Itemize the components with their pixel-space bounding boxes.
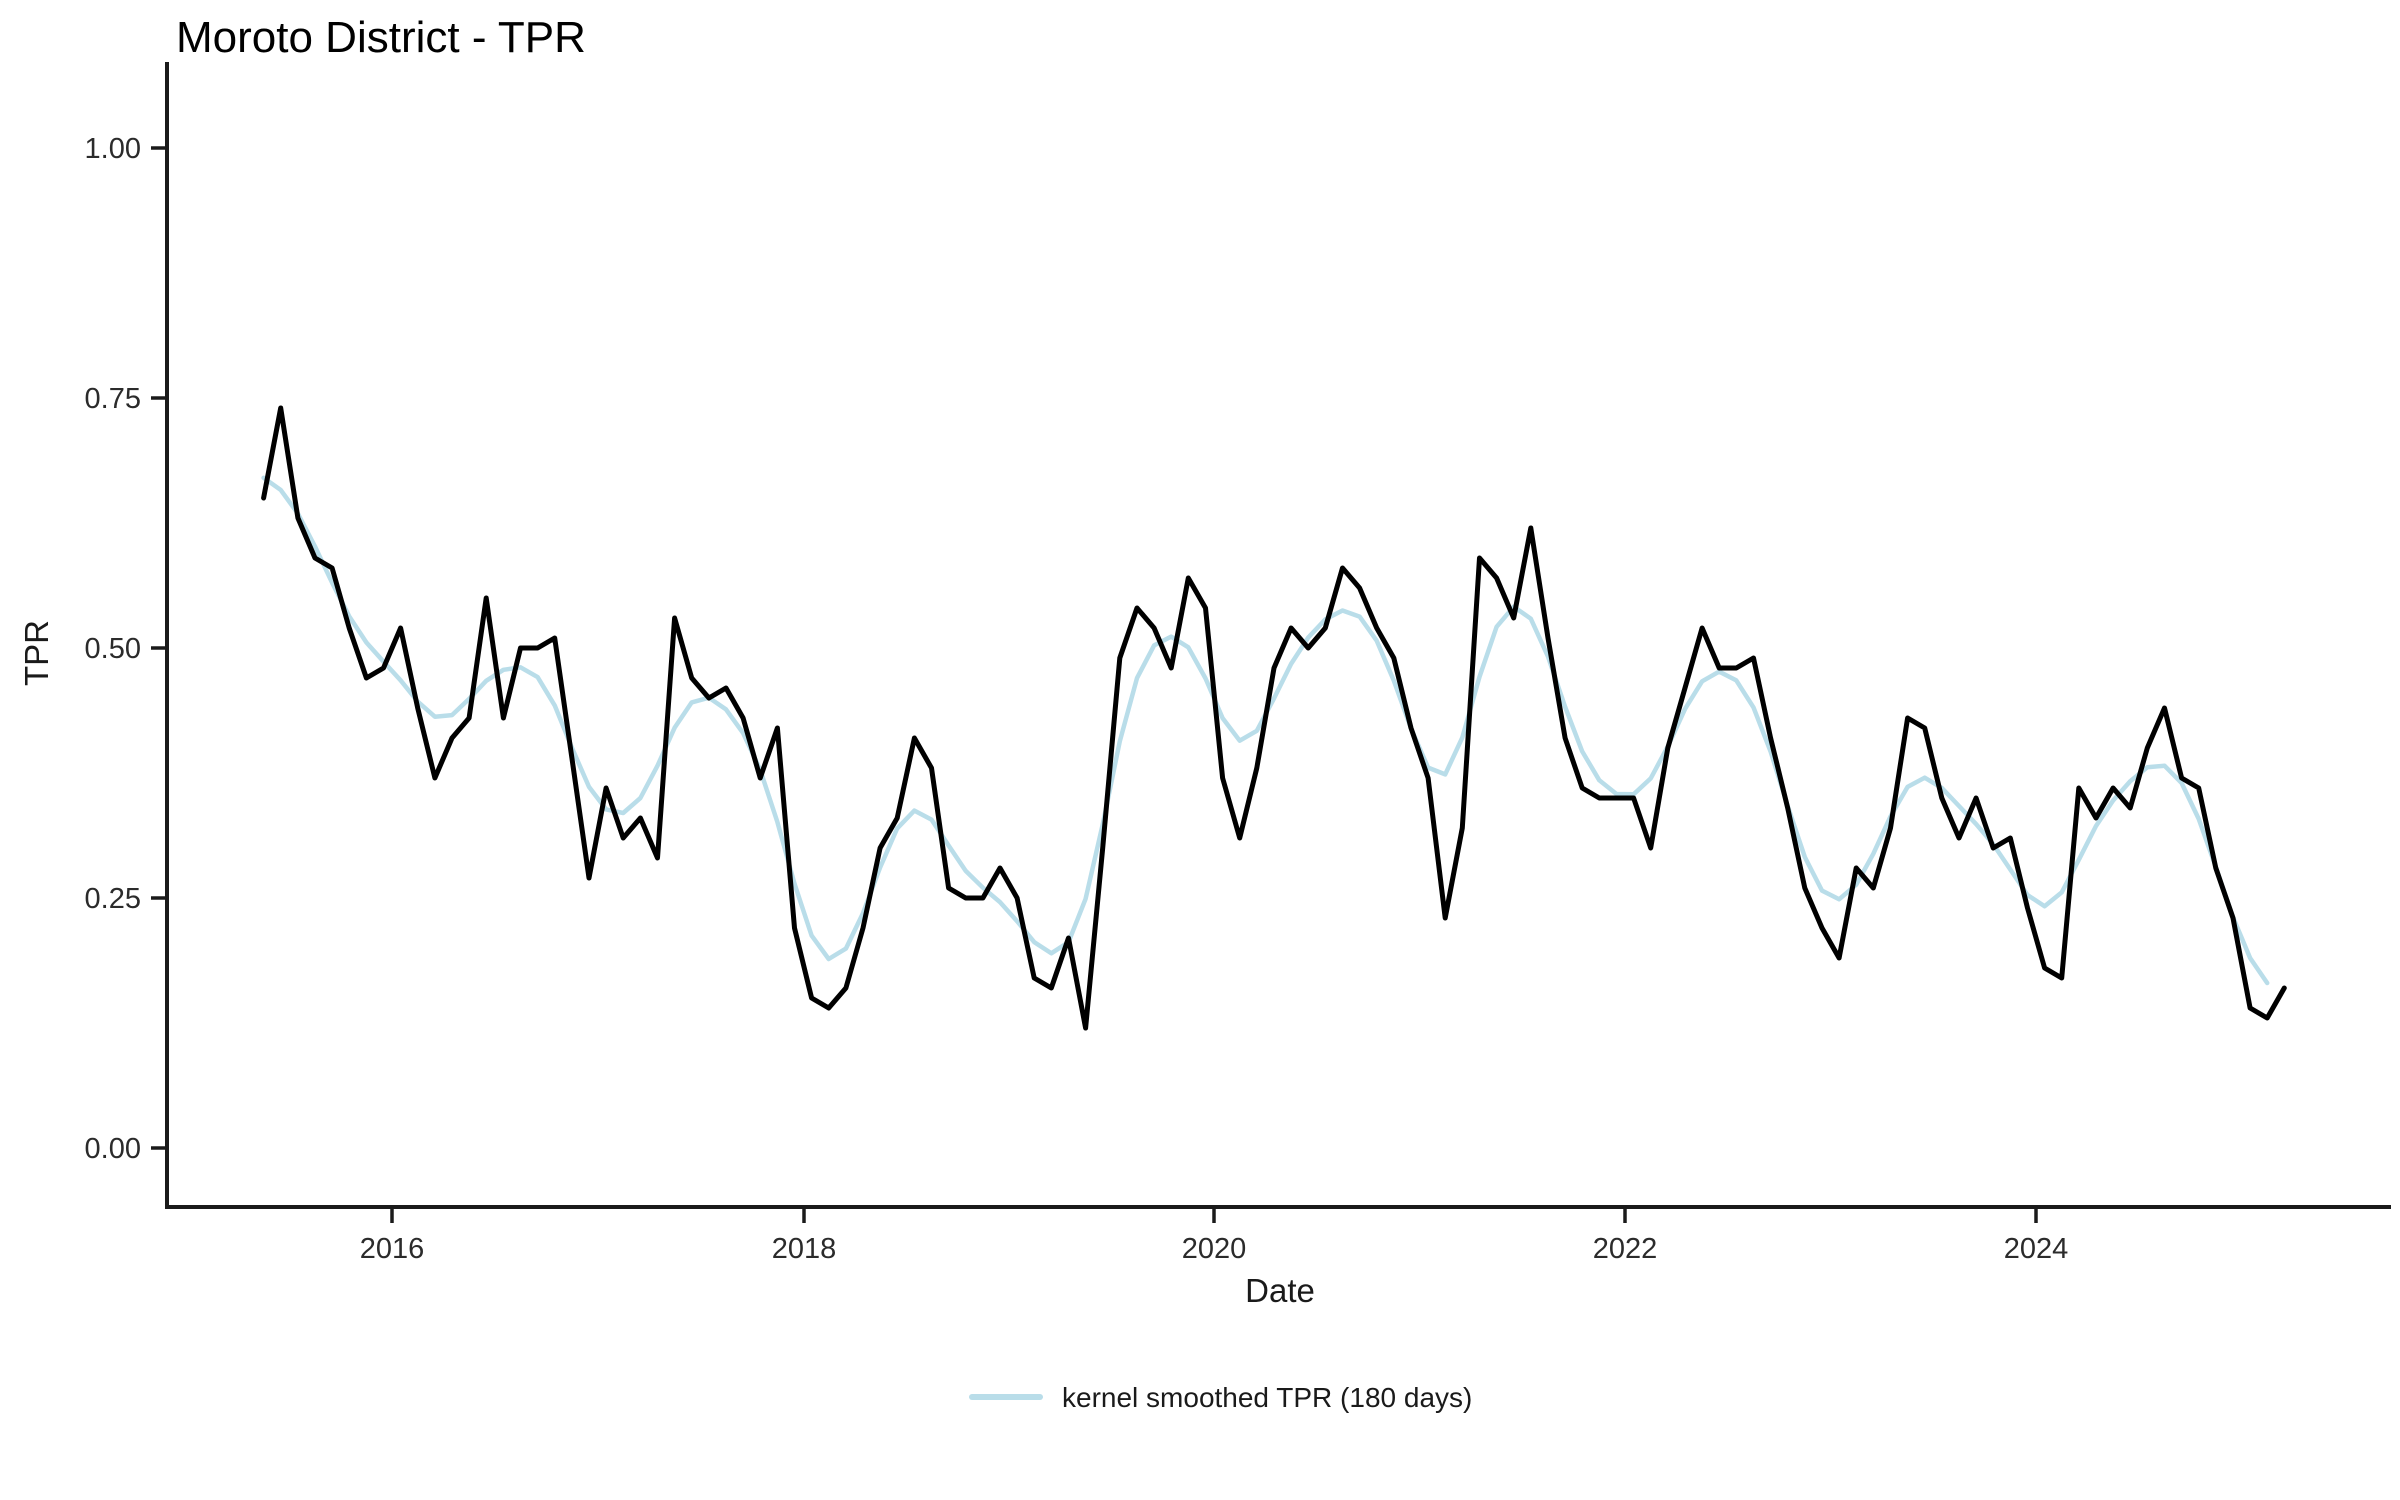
- x-axis-title: Date: [1245, 1272, 1315, 1309]
- x-tick-label: 2020: [1182, 1233, 1247, 1265]
- raw-tpr-line: [261, 405, 2287, 1031]
- x-tick-label: 2024: [2004, 1233, 2069, 1265]
- legend: kernel smoothed TPR (180 days): [969, 1382, 1472, 1413]
- x-tick-label: 2018: [772, 1233, 837, 1265]
- y-tick-label: 1.00: [85, 133, 141, 165]
- y-tick-label: 0.00: [85, 1133, 141, 1165]
- y-tick-label: 0.25: [85, 883, 141, 915]
- x-tick-label: 2022: [1593, 1233, 1658, 1265]
- y-axis-ticks: 1.00 0.75 0.50 0.25 0.00: [85, 133, 167, 1165]
- y-tick-label: 0.50: [85, 633, 141, 665]
- x-axis-ticks: 2016 2018 2020 2022 2024: [360, 1207, 2069, 1265]
- y-axis-title: TPR: [18, 620, 55, 686]
- x-tick-label: 2016: [360, 1233, 425, 1265]
- legend-label: kernel smoothed TPR (180 days): [1062, 1382, 1472, 1413]
- y-tick-label: 0.75: [85, 383, 141, 415]
- chart-title: Moroto District - TPR: [176, 13, 586, 62]
